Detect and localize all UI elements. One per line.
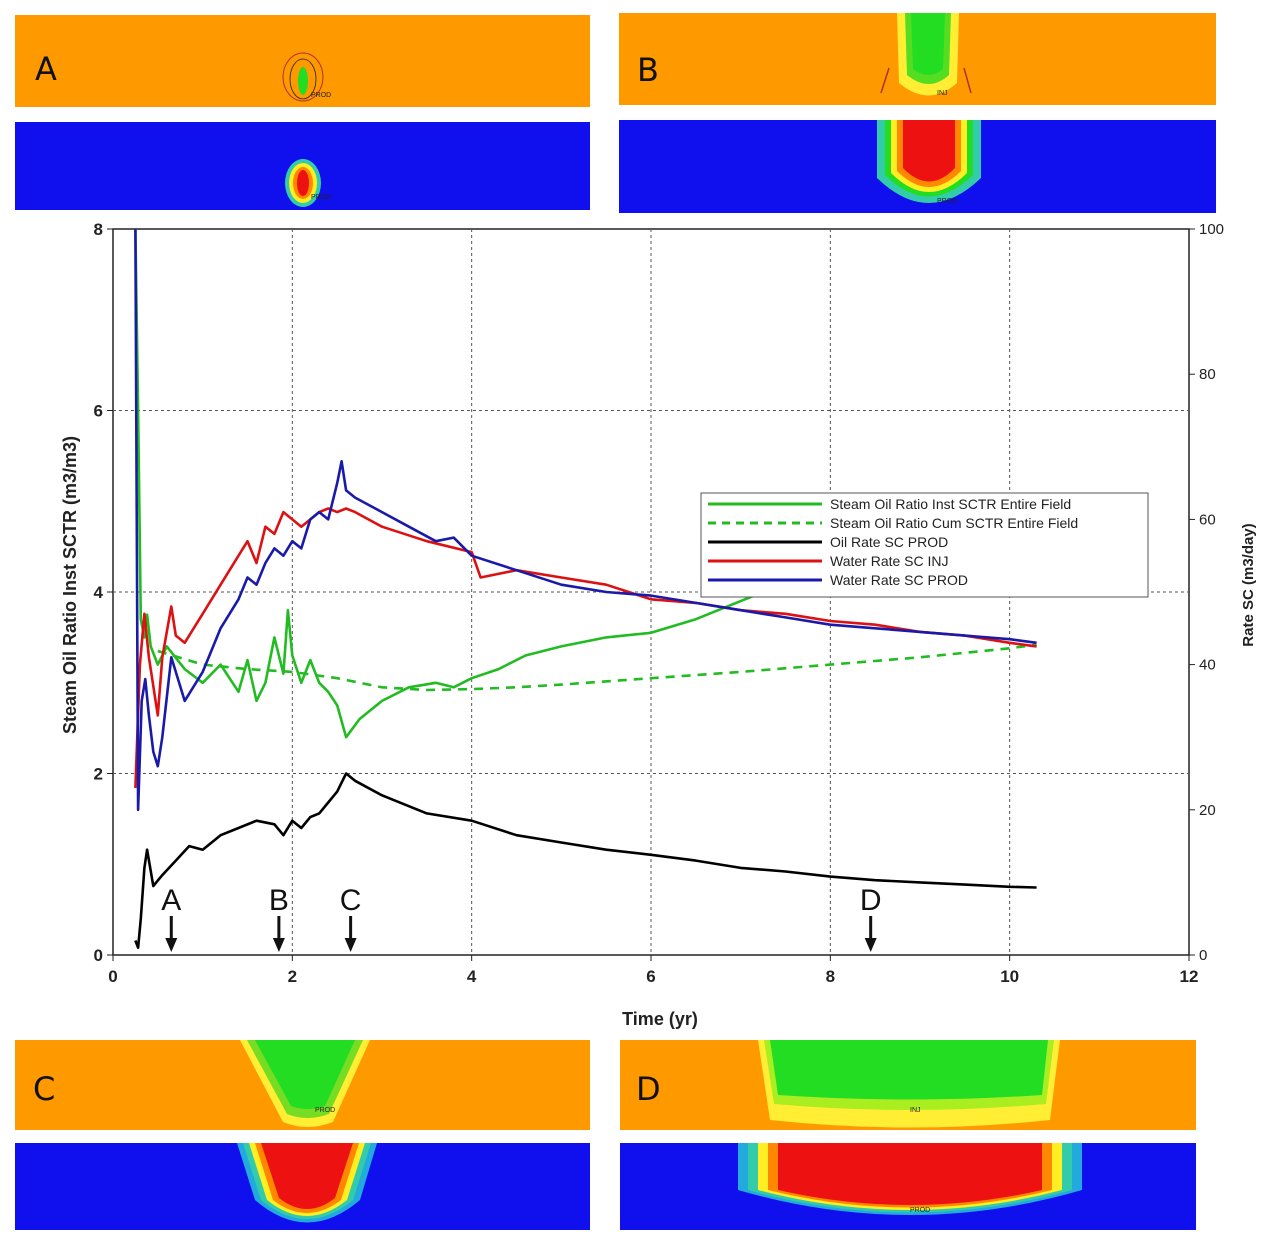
x-tick-label: 12 bbox=[1180, 967, 1199, 986]
annotation-arrow-head bbox=[344, 938, 357, 952]
annotation-label: B bbox=[269, 884, 289, 917]
y-right-tick-label: 80 bbox=[1199, 366, 1216, 383]
annotation-marker: C bbox=[340, 884, 362, 952]
annotation-marker: B bbox=[269, 884, 289, 952]
panel-a-image: PROD PROD bbox=[15, 15, 590, 210]
annotation-arrow-head bbox=[272, 938, 285, 952]
panel-label: D bbox=[636, 1070, 661, 1108]
temperature-plume: PROD bbox=[738, 1143, 1082, 1215]
oil-plume: INJ bbox=[758, 1040, 1060, 1128]
annotation-marker: D bbox=[860, 884, 882, 952]
oil-plume: PROD bbox=[282, 52, 331, 102]
svg-text:PROD: PROD bbox=[315, 1107, 335, 1114]
y-right-tick-label: 100 bbox=[1199, 221, 1224, 238]
y-axis-title-right: Rate SC (m3/day) bbox=[1240, 523, 1257, 646]
x-tick-label: 4 bbox=[467, 967, 477, 986]
x-tick-label: 6 bbox=[646, 967, 655, 986]
panel-b: INJ PROD B bbox=[619, 13, 1216, 213]
y-left-tick-label: 4 bbox=[94, 583, 104, 602]
y-right-tick-label: 20 bbox=[1199, 802, 1216, 819]
annotation-marker: A bbox=[161, 884, 181, 952]
legend-label-inst: Steam Oil Ratio Inst SCTR Entire Field bbox=[830, 496, 1071, 512]
y-left-tick-label: 8 bbox=[94, 220, 103, 239]
panel-label: A bbox=[35, 50, 57, 88]
y-left-tick-label: 2 bbox=[94, 765, 103, 784]
annotation-label: D bbox=[860, 884, 882, 917]
x-axis-title: Time (yr) bbox=[622, 1009, 698, 1029]
svg-text:PROD: PROD bbox=[311, 92, 331, 99]
temperature-plume: PROD bbox=[877, 120, 981, 205]
oil-plume: PROD bbox=[240, 1040, 370, 1127]
y-axis-title-left: Steam Oil Ratio Inst SCTR (m3/m3) bbox=[60, 436, 80, 734]
panel-label: C bbox=[33, 1070, 56, 1108]
legend: Steam Oil Ratio Inst SCTR Entire Field S… bbox=[700, 492, 1149, 598]
series-line-4 bbox=[134, 228, 1037, 812]
annotation-arrow-head bbox=[864, 938, 877, 952]
svg-text:PROD: PROD bbox=[910, 1207, 930, 1214]
oil-plume: INJ bbox=[880, 13, 972, 97]
y-right-tick-label: 0 bbox=[1199, 947, 1207, 964]
y-left-tick-label: 6 bbox=[94, 402, 103, 421]
legend-label-cum: Steam Oil Ratio Cum SCTR Entire Field bbox=[830, 515, 1078, 531]
svg-text:PROD: PROD bbox=[311, 194, 331, 201]
panel-c: PROD C bbox=[15, 1040, 590, 1230]
panel-d: INJ PROD D bbox=[620, 1040, 1196, 1230]
y-left-tick-label: 0 bbox=[94, 946, 103, 965]
x-tick-label: 2 bbox=[288, 967, 297, 986]
svg-text:PROD: PROD bbox=[937, 198, 957, 205]
panel-a: PROD PROD A bbox=[15, 15, 590, 210]
legend-label-inj: Water Rate SC INJ bbox=[830, 553, 949, 569]
temperature-plume: PROD bbox=[285, 159, 331, 207]
y-right-tick-label: 60 bbox=[1199, 511, 1216, 528]
svg-text:INJ: INJ bbox=[937, 90, 948, 97]
svg-text:INJ: INJ bbox=[910, 1107, 921, 1114]
annotation-label: C bbox=[340, 884, 362, 917]
x-tick-label: 10 bbox=[1000, 967, 1019, 986]
x-tick-label: 8 bbox=[826, 967, 835, 986]
annotation-label: A bbox=[161, 884, 181, 917]
panel-d-image: INJ PROD bbox=[620, 1040, 1196, 1230]
panel-b-image: INJ PROD bbox=[619, 13, 1216, 213]
temperature-plume bbox=[237, 1143, 377, 1223]
x-tick-label: 0 bbox=[108, 967, 117, 986]
y-right-tick-label: 40 bbox=[1199, 657, 1216, 674]
series-line-2 bbox=[134, 772, 1037, 950]
annotation-arrow-head bbox=[165, 938, 178, 952]
legend-label-prod: Water Rate SC PROD bbox=[830, 572, 968, 588]
panel-label: B bbox=[637, 51, 659, 89]
legend-label-oil: Oil Rate SC PROD bbox=[830, 534, 948, 550]
series-line-1 bbox=[157, 643, 1037, 692]
panel-c-image: PROD bbox=[15, 1040, 590, 1230]
